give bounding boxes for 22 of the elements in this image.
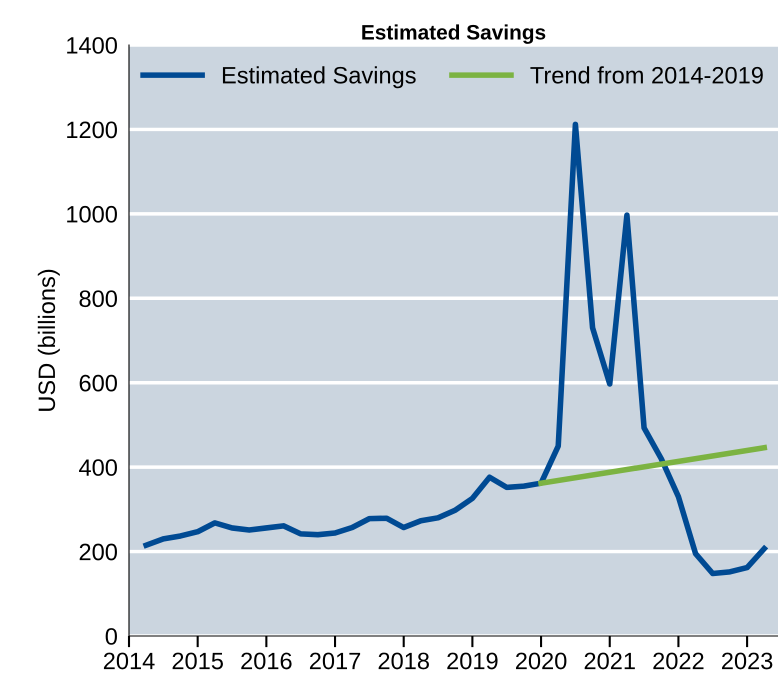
x-tick-label: 2016	[241, 652, 292, 670]
legend-label: Estimated Savings	[222, 66, 416, 88]
y-tick-label: 800	[80, 290, 117, 308]
legend-label: Trend from 2014-2019	[530, 66, 763, 84]
y-tick-label: 400	[79, 459, 117, 476]
x-tick-label: 2015	[172, 652, 223, 670]
x-tick-label: 2018	[378, 652, 429, 670]
y-tick-label: 200	[80, 544, 117, 560]
y-tick-label: 0	[106, 628, 117, 645]
x-tick-label: 2014	[104, 652, 155, 670]
y-tick-label: 1000	[67, 206, 117, 223]
x-tick-label: 2017	[310, 652, 360, 670]
x-tick-label: 2020	[516, 652, 566, 670]
y-axis-title: USD (billions)	[38, 270, 60, 411]
y-tick-label: 1200	[67, 121, 117, 138]
x-tick-label: 2021	[584, 652, 635, 670]
chart-title: Estimated Savings	[362, 24, 546, 44]
y-tick-label: 600	[80, 374, 117, 392]
y-tick-label: 1400	[67, 37, 117, 54]
x-tick-label: 2023	[722, 652, 772, 670]
x-tick-label: 2022	[653, 652, 704, 670]
x-tick-label: 2019	[447, 652, 498, 670]
